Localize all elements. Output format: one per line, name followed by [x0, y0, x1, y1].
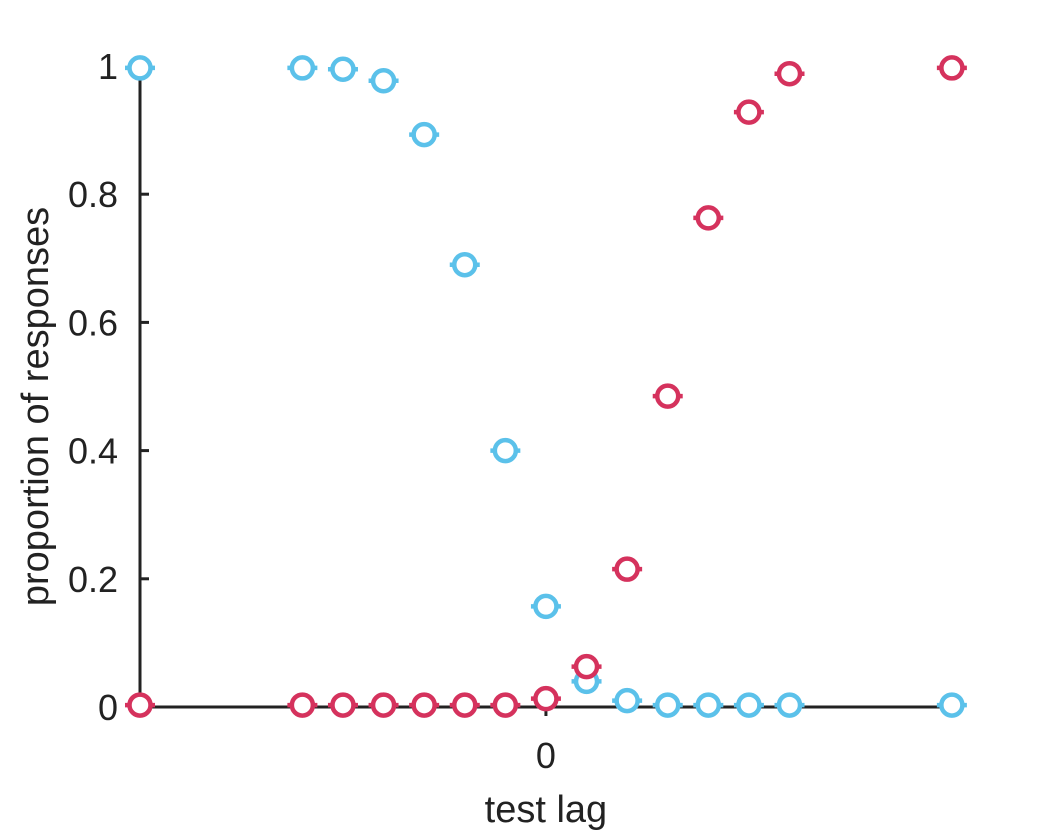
x-axis-ticks: 0: [536, 707, 556, 776]
data-point: [571, 653, 602, 680]
data-point: [287, 692, 318, 718]
data-point: [936, 55, 967, 81]
data-point: [125, 55, 155, 81]
data-marker: [654, 692, 681, 718]
data-point: [449, 692, 480, 718]
data-marker: [614, 687, 640, 714]
data-marker: [492, 692, 519, 718]
y-tick-label: 0.4: [68, 431, 118, 472]
y-tick-label: 0.2: [68, 559, 118, 600]
data-point: [774, 60, 805, 87]
data-marker: [452, 251, 478, 278]
data-point: [287, 55, 318, 81]
data-marker: [330, 56, 356, 82]
data-point: [530, 593, 561, 620]
data-marker: [776, 692, 803, 718]
data-marker: [289, 55, 316, 81]
data-point: [490, 692, 521, 718]
y-axis-title: proportion of responses: [15, 207, 57, 606]
data-point: [693, 692, 724, 718]
data-point: [327, 692, 358, 718]
y-tick-label: 0: [98, 687, 118, 728]
data-point: [368, 67, 399, 94]
data-points: [125, 55, 967, 718]
data-point: [449, 251, 480, 278]
data-marker: [370, 692, 397, 718]
data-marker: [695, 205, 722, 231]
data-marker: [614, 556, 640, 582]
data-point: [733, 692, 764, 718]
data-point: [733, 99, 764, 125]
data-marker: [127, 692, 153, 718]
data-point: [368, 692, 399, 718]
y-axis-ticks: 0 0.2 0.4 0.6 0.8 1: [68, 46, 149, 728]
data-point: [652, 692, 683, 718]
data-point: [774, 692, 805, 718]
data-marker: [411, 692, 437, 718]
data-marker: [939, 55, 965, 81]
data-marker: [492, 437, 519, 464]
data-marker: [573, 653, 600, 680]
data-marker: [736, 99, 762, 125]
series-1-points: [125, 55, 967, 718]
y-tick-label: 0.8: [68, 174, 118, 215]
series-0-points: [125, 55, 967, 718]
data-marker: [939, 692, 965, 718]
data-marker: [736, 692, 762, 718]
y-tick-label: 0.6: [68, 302, 118, 343]
data-point: [125, 692, 155, 718]
data-point: [530, 685, 561, 712]
data-marker: [370, 67, 397, 94]
data-marker: [452, 692, 478, 718]
data-marker: [533, 593, 559, 620]
data-point: [409, 692, 440, 718]
data-point: [612, 556, 643, 582]
data-marker: [695, 692, 722, 718]
y-tick-label: 1: [98, 46, 118, 87]
data-marker: [127, 55, 153, 81]
data-point: [490, 437, 521, 464]
data-point: [652, 383, 683, 409]
data-point: [327, 56, 358, 82]
x-axis-title: test lag: [485, 789, 608, 831]
x-tick-label: 0: [536, 735, 556, 776]
data-marker: [776, 60, 803, 87]
data-marker: [289, 692, 316, 718]
data-marker: [330, 692, 356, 718]
data-marker: [654, 383, 681, 409]
data-point: [693, 205, 724, 231]
data-marker: [533, 685, 559, 712]
data-point: [409, 121, 440, 148]
data-point: [612, 687, 643, 714]
data-marker: [411, 121, 437, 148]
data-point: [936, 692, 967, 718]
